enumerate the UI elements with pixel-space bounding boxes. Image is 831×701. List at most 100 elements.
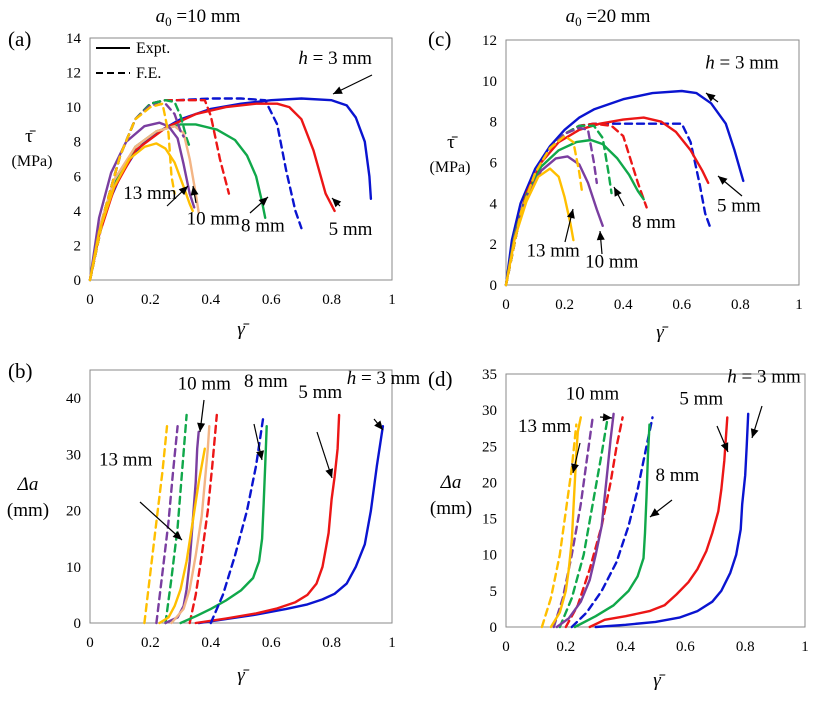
xtick-b-2: 0.4: [201, 635, 220, 651]
ytick-b-3: 30: [66, 447, 81, 463]
panel-label-a: (a): [8, 27, 31, 51]
series-d-1: [588, 416, 729, 629]
series-d-3: [573, 423, 651, 629]
xtick-d-5: 1: [801, 639, 809, 655]
ytick-a-5: 10: [66, 100, 81, 116]
series-d-2: [570, 416, 654, 629]
annotation-a-2: 8 mm: [241, 216, 285, 237]
arrow-line-b-4: [139, 501, 183, 541]
arrow-head-b-4: [172, 531, 182, 540]
series-a-7: [88, 121, 196, 282]
ytick-a-2: 4: [74, 204, 82, 220]
series-b-3: [179, 425, 268, 625]
arrow-head-c-2: [614, 187, 622, 197]
xtick-d-0: 0: [502, 639, 510, 655]
xtick-a-2: 0.4: [201, 292, 220, 308]
ytick-c-1: 2: [490, 237, 498, 253]
ytick-c-5: 10: [482, 74, 497, 90]
xtick-a-1: 0.2: [141, 292, 160, 308]
arrow-head-b-2: [256, 450, 264, 460]
plot-frame-c: [505, 39, 800, 286]
title-a-symbol: a: [156, 6, 166, 27]
series-a-4: [88, 123, 267, 282]
xtick-b-1: 0.2: [141, 635, 160, 651]
ylabel-unit-b: (mm): [7, 500, 49, 521]
ytick-b-2: 20: [66, 504, 81, 520]
arrow-head-b-0: [374, 420, 383, 430]
legend: Expt. F.E.: [96, 40, 170, 82]
ytick-b-1: 10: [66, 560, 81, 576]
ytick-c-4: 8: [490, 115, 498, 131]
xtick-c-4: 0.8: [731, 297, 750, 313]
arrow-head-b-1: [325, 468, 333, 478]
xtick-c-1: 0.2: [555, 297, 574, 313]
series-d-6: [555, 412, 615, 629]
xtick-d-4: 0.8: [736, 639, 755, 655]
title-a-sub: 0: [165, 14, 172, 29]
ytick-a-0: 0: [74, 273, 82, 289]
legend-fe-label: F.E.: [136, 65, 161, 82]
ytick-b-0: 0: [74, 616, 82, 632]
arrow-head-d-2: [650, 508, 660, 517]
ytick-a-7: 14: [66, 31, 82, 47]
annotation-b-0: h = 3 mm: [347, 368, 421, 389]
annotation-c-0: h = 3 mm: [705, 53, 779, 74]
ytick-d-2: 10: [482, 548, 497, 564]
annotation-d-3: 10 mm: [566, 383, 620, 404]
panel-label-b: (b): [8, 359, 33, 383]
arrow-head-a-1: [332, 198, 342, 208]
arrow-head-a-3: [190, 186, 199, 196]
ylabel-unit-d: (mm): [430, 498, 472, 519]
xtick-c-3: 0.6: [672, 297, 691, 313]
title-a-rest: =10 mm: [172, 6, 241, 27]
title-a: a0 =10 mm: [156, 6, 241, 29]
xtick-b-0: 0: [86, 635, 94, 651]
ylabel-b: Δa: [17, 474, 39, 495]
series-b-4: [164, 413, 188, 625]
series-b-7: [170, 425, 211, 625]
ytick-d-5: 25: [482, 439, 497, 455]
xtick-b-5: 1: [388, 635, 396, 651]
series-c-0: [504, 89, 745, 287]
annotation-b-1: 5 mm: [298, 382, 342, 403]
xlabel-a: γ̄: [237, 319, 249, 340]
series-b-0: [197, 425, 385, 625]
plot-frame-b: [89, 369, 393, 624]
arrow-head-a-4: [178, 186, 188, 196]
annotation-a-3: 10 mm: [187, 209, 241, 230]
arrow-head-d-4: [571, 463, 579, 473]
xtick-b-4: 0.8: [322, 635, 341, 651]
ytick-c-2: 4: [490, 196, 498, 212]
annotation-a-4: 13 mm: [123, 183, 177, 204]
ytick-c-6: 12: [482, 33, 497, 49]
ytick-d-0: 0: [490, 620, 498, 636]
series-a-9: [88, 142, 194, 282]
annotation-d-2: 8 mm: [656, 465, 700, 486]
series-b-8: [155, 425, 179, 625]
ylabel-a: τ̄: [25, 126, 36, 147]
xtick-a-5: 1: [388, 292, 396, 308]
xtick-c-5: 1: [795, 297, 803, 313]
panel-label-c: (c): [428, 27, 451, 51]
xtick-a-0: 0: [86, 292, 94, 308]
series-d-9: [540, 423, 578, 629]
xtick-a-3: 0.6: [262, 292, 281, 308]
arrow-head-d-1: [720, 442, 729, 452]
annotation-c-3: 10 mm: [585, 252, 639, 273]
arrow-head-d-3: [602, 413, 612, 422]
xtick-b-3: 0.6: [262, 635, 281, 651]
series-a-10: [88, 102, 176, 282]
panel-label-d: (d): [428, 367, 453, 391]
xtick-a-4: 0.8: [322, 292, 341, 308]
ytick-d-6: 30: [482, 403, 497, 419]
plot-frame-a: [89, 37, 393, 281]
annotation-d-0: h = 3 mm: [727, 367, 801, 388]
ytick-b-4: 40: [66, 391, 81, 407]
annotation-c-2: 8 mm: [632, 212, 676, 233]
xlabel-d: γ̄: [653, 670, 665, 691]
series-b-10: [143, 425, 169, 625]
